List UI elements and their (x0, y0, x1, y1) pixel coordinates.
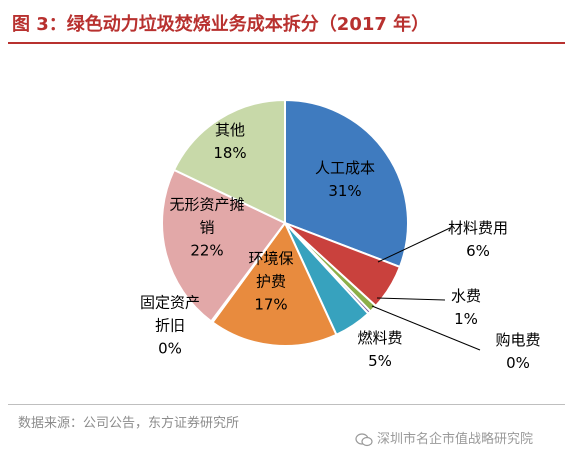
slice-value-label: 22% (190, 242, 223, 260)
slice-name-label: 折旧 (155, 317, 185, 335)
pie-slice (284, 98, 409, 269)
pie-slice (211, 221, 338, 347)
watermark-text: 深圳市名企市值战略研究院 (377, 432, 534, 447)
slice-value-label: 0% (158, 340, 182, 358)
watermark: 深圳市名企市值战略研究院 (355, 428, 533, 447)
footer-divider (8, 404, 565, 405)
slice-label: 燃料费 5% (357, 329, 402, 370)
leader-line (371, 305, 481, 351)
slice-value-label: 31% (328, 182, 361, 200)
slice-label: 购电费 0% (495, 331, 540, 372)
slice-name-label: 购电费 (495, 331, 540, 349)
pie-slice (172, 98, 286, 225)
slice-name-label: 护费 (256, 273, 286, 291)
slice-label: 人工成本 31% (315, 159, 375, 200)
slice-name-label: 人工成本 (315, 159, 375, 177)
slice-value-label: 18% (213, 144, 246, 162)
slice-value-label: 0% (506, 354, 530, 372)
slice-name-label: 其他 (215, 121, 245, 139)
slice-name-label: 环境保 (248, 250, 293, 268)
slice-value-label: 1% (454, 310, 478, 328)
wechat-icon (355, 432, 373, 446)
slice-name-label: 无形资产摊 (169, 196, 244, 214)
slice-label: 材料费用 6% (448, 219, 508, 260)
source-note: 数据来源：公司公告，东方证券研究所 (18, 416, 240, 431)
slice-name-label: 水费 (451, 287, 481, 305)
slice-label: 其他 18% (213, 121, 246, 162)
slice-label: 水费 1% (451, 287, 481, 328)
slice-value-label: 5% (368, 352, 392, 370)
leader-line (377, 227, 451, 263)
chart-title-bar: 图 3：绿色动力垃圾焚烧业务成本拆分（2017 年） (8, 6, 565, 44)
leader-line (376, 297, 446, 301)
slice-name-label: 材料费用 (448, 219, 508, 237)
slice-name-label: 固定资产 (140, 294, 200, 312)
title-divider (8, 42, 565, 44)
chart-title: 图 3：绿色动力垃圾焚烧业务成本拆分（2017 年） (12, 14, 430, 35)
slice-value-label: 6% (466, 242, 490, 260)
slice-value-label: 17% (254, 296, 287, 314)
slice-name-label: 销 (199, 219, 214, 237)
pie-slice (161, 168, 287, 323)
slice-name-label: 燃料费 (357, 329, 402, 347)
